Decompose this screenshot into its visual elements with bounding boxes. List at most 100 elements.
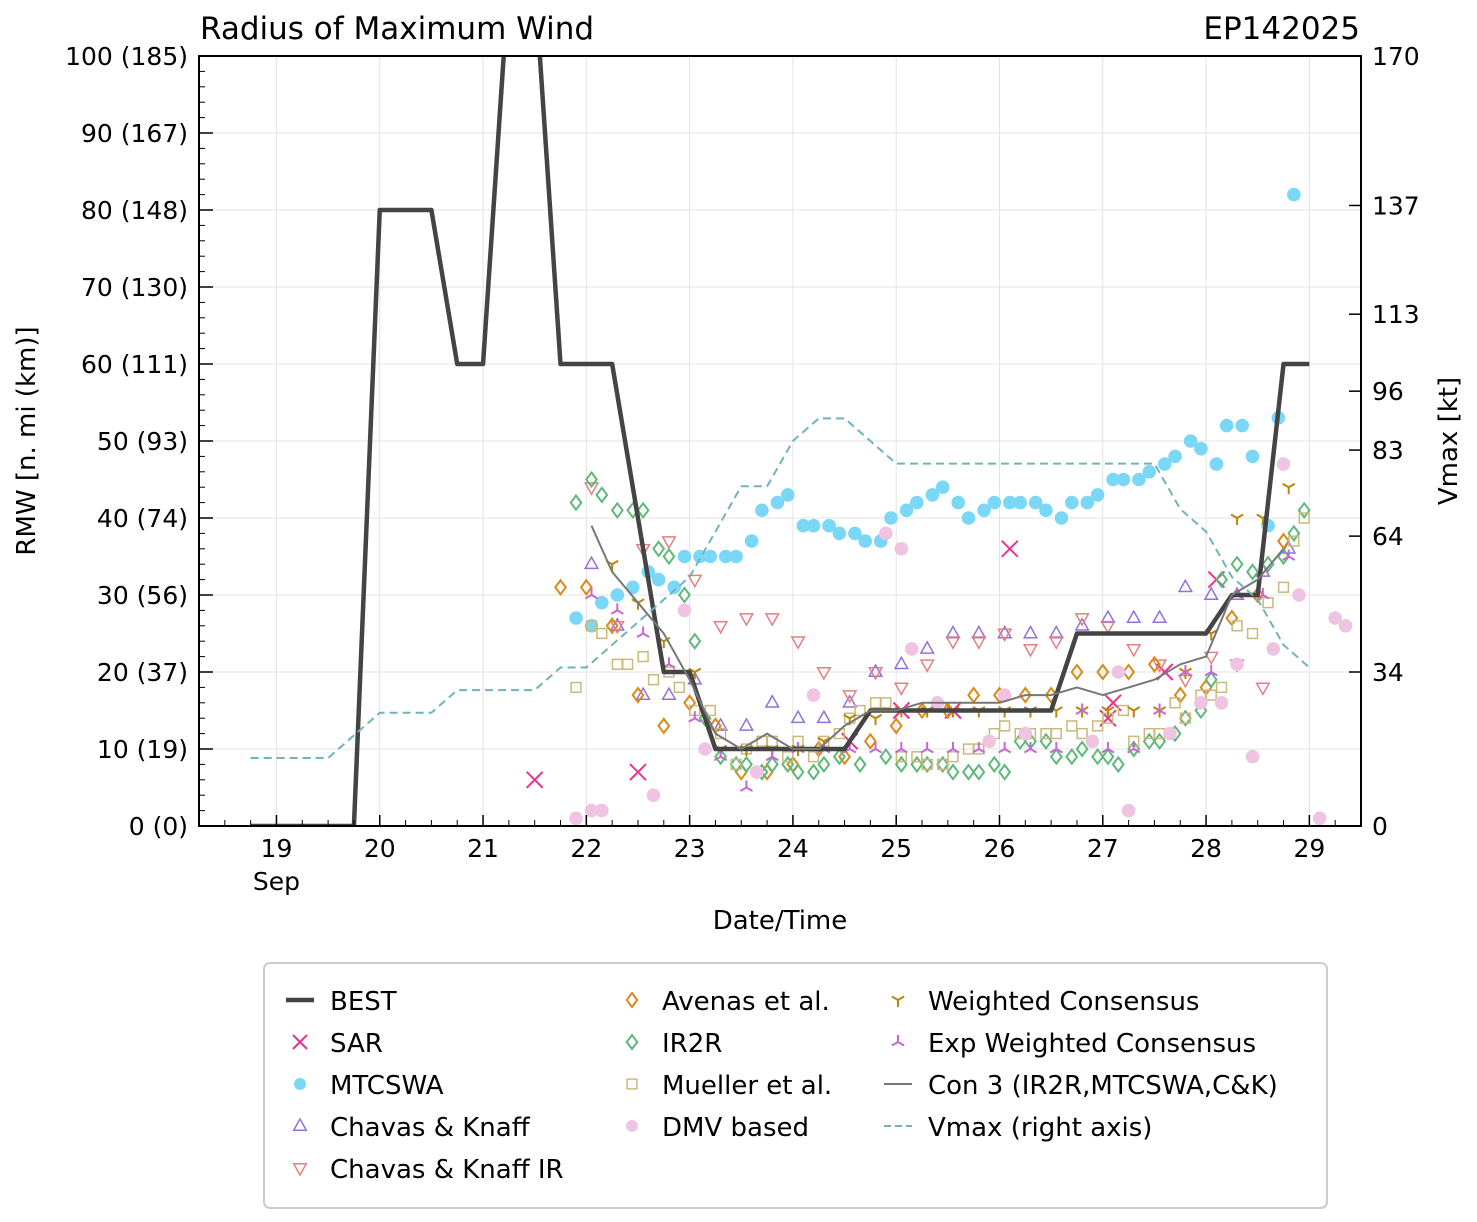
dmv-based-point	[1338, 619, 1353, 633]
mueller-et-al-point	[895, 751, 908, 763]
mtcswa-point	[910, 495, 924, 510]
chavas-knaff-point	[893, 655, 909, 670]
best-line	[250, 56, 1310, 826]
chavas-knaff-ir-point	[1152, 659, 1168, 673]
y2-tick-label: 137	[1372, 191, 1420, 220]
weighted-consensus-point	[1282, 482, 1296, 495]
mtcswa-point	[651, 572, 666, 587]
mtcswa-point	[1039, 503, 1053, 518]
dmv-based-point	[1111, 665, 1126, 679]
chavas-knaff-point	[1152, 609, 1168, 624]
dmv-based-point	[749, 765, 764, 779]
exp-weighted-consensus-point	[1282, 549, 1296, 561]
x-tick-label: 21	[467, 834, 499, 863]
mtcswa-point	[677, 549, 692, 564]
mueller-et-al-point	[1169, 697, 1181, 709]
dmv-based-point	[698, 742, 712, 756]
dmv-based-point	[584, 803, 599, 818]
legend-marker-swatch	[625, 1033, 639, 1051]
chavas-knaff-ir-point	[1100, 620, 1116, 635]
x-tick-label: 19	[261, 834, 293, 863]
mueller-et-al-point	[570, 681, 582, 694]
chavas-knaff-point	[997, 624, 1013, 639]
ir2r-point	[972, 763, 986, 781]
plot-series	[250, 56, 1353, 826]
ir2r-point	[765, 755, 779, 774]
mtcswa-point	[667, 580, 681, 595]
ir2r-point	[569, 493, 583, 512]
x-tick-label: 20	[364, 834, 396, 863]
avenas-et-al-point	[1122, 663, 1136, 681]
dmv-based-point	[1312, 811, 1327, 826]
avenas-et-al-point	[579, 578, 593, 596]
mueller-et-al-point	[1231, 620, 1243, 632]
chavas-knaff-point	[1100, 609, 1116, 624]
legend-entry: Chavas & Knaff IR	[292, 1155, 564, 1185]
chavas-knaff-point	[764, 694, 780, 708]
mueller-et-al-point	[1277, 581, 1290, 593]
storm-id: EP142025	[1203, 11, 1360, 47]
chavas-knaff-ir-point	[609, 620, 625, 635]
legend-label: Weighted Consensus	[928, 987, 1199, 1017]
mtcswa-series	[569, 187, 1301, 633]
ir2r-point	[1215, 570, 1229, 589]
legend-marker-swatch	[891, 995, 905, 1007]
x-tick-label: 22	[570, 834, 602, 863]
weighted-consensus-point	[688, 667, 702, 679]
ir2r-point	[894, 755, 908, 774]
mtcswa-point	[977, 503, 991, 518]
ir2r-point	[1230, 555, 1244, 573]
mtcswa-point	[744, 534, 759, 548]
mueller-et-al-point	[1288, 535, 1300, 547]
mtcswa-point	[1194, 441, 1208, 456]
ir2r-point	[998, 763, 1012, 781]
mtcswa-point	[1235, 418, 1250, 433]
weighted-consensus-point	[1075, 706, 1089, 718]
exp-weighted-consensus-point	[998, 742, 1012, 754]
legend-label: SAR	[330, 1029, 383, 1059]
mtcswa-point	[925, 488, 940, 502]
exp-weighted-consensus-point	[946, 742, 960, 754]
legend-label: Con 3 (IR2R,MTCSWA,C&K)	[928, 1071, 1278, 1101]
y-tick-label: 80 (148)	[81, 196, 188, 225]
exp-weighted-consensus-point	[688, 711, 702, 723]
mueller-et-al-point	[730, 758, 742, 771]
chavas-knaff-point	[945, 624, 961, 639]
chavas-knaff-point	[1203, 586, 1219, 600]
legend-label: MTCSWA	[330, 1071, 444, 1101]
exp-weighted-consensus-point	[868, 742, 883, 754]
mtcswa-point	[935, 480, 950, 495]
chavas-knaff-ir-point	[816, 667, 832, 681]
exp-weighted-consensus-point	[1101, 742, 1115, 754]
legend-box	[263, 962, 1328, 1209]
mtcswa-point	[718, 549, 733, 564]
legend-marker-swatch	[625, 991, 639, 1009]
ir2r-point	[832, 748, 846, 766]
y-tick-label: 10 (19)	[97, 735, 188, 764]
mueller-et-al-point	[621, 658, 634, 670]
avenas-et-al-point	[889, 717, 903, 735]
chavas-knaff-ir-point	[1126, 643, 1142, 658]
axes: 19 20 21 22 23 24 25 26 27 28 29 Sep 0 (0) 10 (19) 20 …	[65, 42, 1420, 896]
chavas-knaff-ir-point	[583, 482, 600, 496]
mtcswa-point	[951, 495, 965, 510]
ir2r-point	[652, 540, 666, 558]
y-tick-label: 40 (74)	[97, 504, 188, 533]
avenas-et-al-point	[605, 617, 619, 635]
y2-axis-title: Vmax [kt]	[1434, 377, 1464, 505]
legend: BEST SAR MTCSWA Chavas & Knaff Chavas & Knaf…	[263, 962, 1328, 1209]
chavas-knaff-point	[1126, 609, 1142, 624]
weighted-consensus-point	[868, 713, 883, 726]
dmv-based-point	[677, 603, 692, 618]
mueller-et-al-point	[1205, 689, 1217, 701]
mtcswa-point	[1132, 472, 1146, 487]
y2-tick-label: 113	[1372, 300, 1420, 329]
chavas-knaff-ir-point	[842, 690, 858, 704]
legend-label: IR2R	[662, 1029, 722, 1059]
dmv-based-point	[1292, 588, 1306, 602]
mueller-et-al-point	[911, 751, 923, 763]
ir2r-point	[729, 755, 743, 774]
mueller-et-al-point	[937, 758, 949, 771]
weighted-consensus-point	[1153, 706, 1167, 718]
y-tick-label: 0 (0)	[129, 812, 188, 841]
